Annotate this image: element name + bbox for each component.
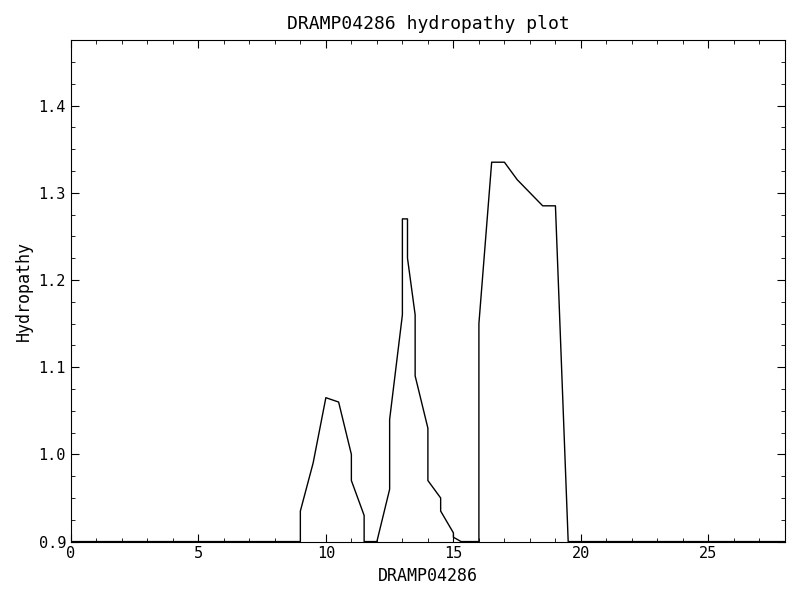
X-axis label: DRAMP04286: DRAMP04286	[378, 567, 478, 585]
Y-axis label: Hydropathy: Hydropathy	[15, 241, 33, 341]
Title: DRAMP04286 hydropathy plot: DRAMP04286 hydropathy plot	[286, 15, 570, 33]
